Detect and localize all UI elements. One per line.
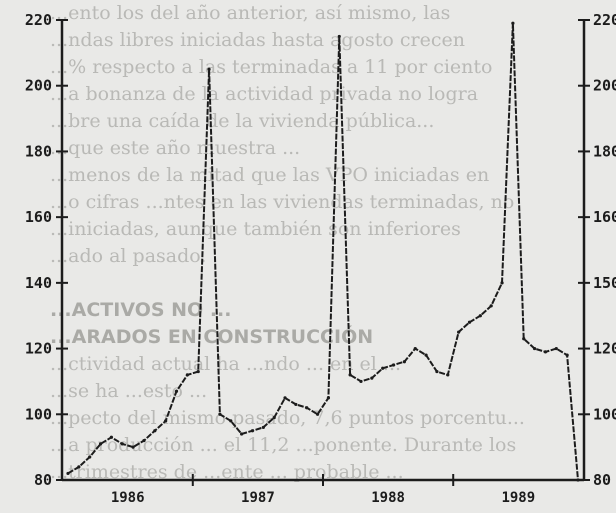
y-tick-label-right: 200 xyxy=(593,77,616,95)
data-point xyxy=(207,67,211,71)
data-point xyxy=(66,471,70,476)
y-tick-label-right: 120 xyxy=(593,340,616,358)
background-text-line: ...ACTIVOS NO ... xyxy=(50,299,232,321)
data-point xyxy=(511,21,515,25)
y-tick-label-right: 220 xyxy=(593,11,616,29)
background-text-line: ...% respecto a las terminadas a 11 por … xyxy=(50,56,493,78)
data-point xyxy=(348,373,352,377)
data-point xyxy=(153,429,157,433)
data-point xyxy=(164,419,168,423)
data-point xyxy=(576,478,580,482)
y-tick-label-left: 120 xyxy=(25,340,52,358)
data-point xyxy=(522,337,526,341)
y-tick-label-right: 160 xyxy=(593,208,616,226)
data-point xyxy=(381,366,385,370)
data-point xyxy=(174,389,179,393)
background-text-line: ...ento los del año anterior, así mismo,… xyxy=(50,2,451,24)
data-point xyxy=(229,419,233,423)
background-text-line: ...se ha ...esto ... xyxy=(50,380,208,402)
data-point xyxy=(98,442,103,446)
background-text-line: ...o cifras ...ntes en las viviendas ter… xyxy=(50,191,515,213)
chart-axes xyxy=(60,20,586,482)
background-text-line: ...trimestres de ...ente ... probable ..… xyxy=(50,461,404,483)
y-tick-label-right: 150 xyxy=(593,274,616,292)
data-point xyxy=(413,346,417,351)
data-point xyxy=(196,369,200,374)
data-point xyxy=(109,435,114,439)
background-text-line: ...bre una caída de la vivienda pública.… xyxy=(50,110,435,132)
data-point xyxy=(359,379,363,384)
data-point xyxy=(272,415,276,420)
background-text-line: ...ctividad actual ha ...ndo ... en el .… xyxy=(50,353,402,375)
data-point xyxy=(218,412,222,416)
data-point xyxy=(283,396,287,400)
background-text-line: ...ndas libres iniciadas hasta agosto cr… xyxy=(50,29,465,51)
data-point xyxy=(489,304,493,308)
data-point xyxy=(120,442,124,446)
data-point xyxy=(77,465,81,469)
data-point xyxy=(240,432,244,436)
data-point xyxy=(532,346,537,351)
y-axis-left-ticks: 80 100 120 140 160 180 200 220 xyxy=(25,11,68,489)
y-axis-right-ticks: 80 100 120 150 160 180 200 220 xyxy=(578,11,616,489)
background-text-line: ...ado al pasado. xyxy=(50,245,207,267)
y-tick-label-left: 160 xyxy=(25,208,52,226)
y-tick-label-left: 200 xyxy=(25,77,52,95)
y-tick-label-left: 80 xyxy=(34,471,52,489)
data-point xyxy=(500,281,504,285)
x-tick-label: 1989 xyxy=(501,490,535,506)
data-point xyxy=(467,320,472,324)
y-tick-label-left: 140 xyxy=(25,274,52,292)
y-tick-label-right: 80 xyxy=(593,471,611,489)
data-point xyxy=(543,350,548,354)
data-point xyxy=(435,369,439,374)
series-line xyxy=(67,23,579,481)
data-point xyxy=(554,346,558,351)
x-axis-labels: 1986 1987 1988 1989 xyxy=(111,474,535,506)
data-point xyxy=(131,445,135,449)
y-tick-label-left: 100 xyxy=(25,405,52,423)
background-text-line: ...ARADOS EN CONSTRUCCIÓN xyxy=(50,326,374,348)
y-tick-label-left: 180 xyxy=(25,142,52,160)
data-point xyxy=(370,376,374,380)
y-tick-label-left: 220 xyxy=(25,11,52,29)
background-text-line: ...a producción ... el 11,2 ...ponente. … xyxy=(50,434,517,456)
y-tick-label-right: 180 xyxy=(593,142,616,160)
data-point xyxy=(250,429,255,433)
background-text-line: ...iniciadas, aunque también son inferio… xyxy=(50,218,461,240)
background-text-line: ...que este año muestra ... xyxy=(50,137,301,159)
x-tick-label: 1986 xyxy=(111,490,145,506)
data-point xyxy=(326,396,331,400)
data-point xyxy=(294,402,298,407)
data-point xyxy=(185,373,189,377)
background-text-line: ...menos de la mitad que las VPO iniciad… xyxy=(50,164,490,186)
background-text-line: ...a bonanza de la actividad privada no … xyxy=(50,83,479,105)
x-tick-label: 1987 xyxy=(241,490,275,506)
chart-series xyxy=(66,21,580,482)
data-point xyxy=(457,330,461,334)
x-tick-label: 1988 xyxy=(371,490,405,506)
y-tick-label-right: 100 xyxy=(593,405,616,423)
data-point xyxy=(446,373,450,377)
data-point xyxy=(478,314,482,318)
data-point xyxy=(337,34,341,39)
data-point xyxy=(315,412,320,416)
data-point xyxy=(142,438,146,443)
data-point xyxy=(402,360,406,364)
data-point xyxy=(305,406,309,410)
data-point xyxy=(261,425,265,430)
data-point xyxy=(391,363,396,367)
data-point xyxy=(565,353,569,357)
data-point xyxy=(88,455,92,459)
data-point xyxy=(424,353,428,357)
